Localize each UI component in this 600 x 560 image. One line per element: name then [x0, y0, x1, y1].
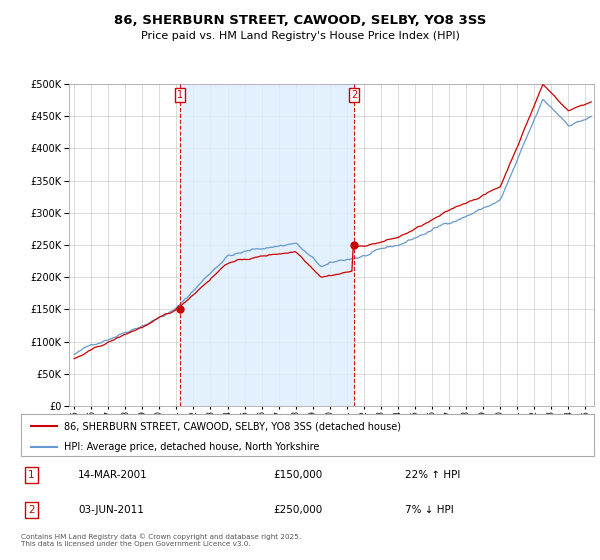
Text: £150,000: £150,000	[273, 470, 322, 479]
Text: 1: 1	[177, 91, 183, 100]
Text: HPI: Average price, detached house, North Yorkshire: HPI: Average price, detached house, Nort…	[64, 442, 319, 452]
Text: 86, SHERBURN STREET, CAWOOD, SELBY, YO8 3SS (detached house): 86, SHERBURN STREET, CAWOOD, SELBY, YO8 …	[64, 421, 401, 431]
Text: 03-JUN-2011: 03-JUN-2011	[79, 505, 144, 515]
Text: Contains HM Land Registry data © Crown copyright and database right 2025.
This d: Contains HM Land Registry data © Crown c…	[21, 533, 301, 547]
Text: 86, SHERBURN STREET, CAWOOD, SELBY, YO8 3SS: 86, SHERBURN STREET, CAWOOD, SELBY, YO8 …	[114, 14, 486, 27]
Text: 22% ↑ HPI: 22% ↑ HPI	[405, 470, 460, 479]
Text: £250,000: £250,000	[273, 505, 322, 515]
Text: 1: 1	[28, 470, 35, 479]
Text: 2: 2	[28, 505, 35, 515]
Text: 14-MAR-2001: 14-MAR-2001	[79, 470, 148, 479]
Text: 2: 2	[351, 91, 357, 100]
Text: 7% ↓ HPI: 7% ↓ HPI	[405, 505, 454, 515]
Bar	[180, 84, 354, 406]
Text: Price paid vs. HM Land Registry's House Price Index (HPI): Price paid vs. HM Land Registry's House …	[140, 31, 460, 41]
